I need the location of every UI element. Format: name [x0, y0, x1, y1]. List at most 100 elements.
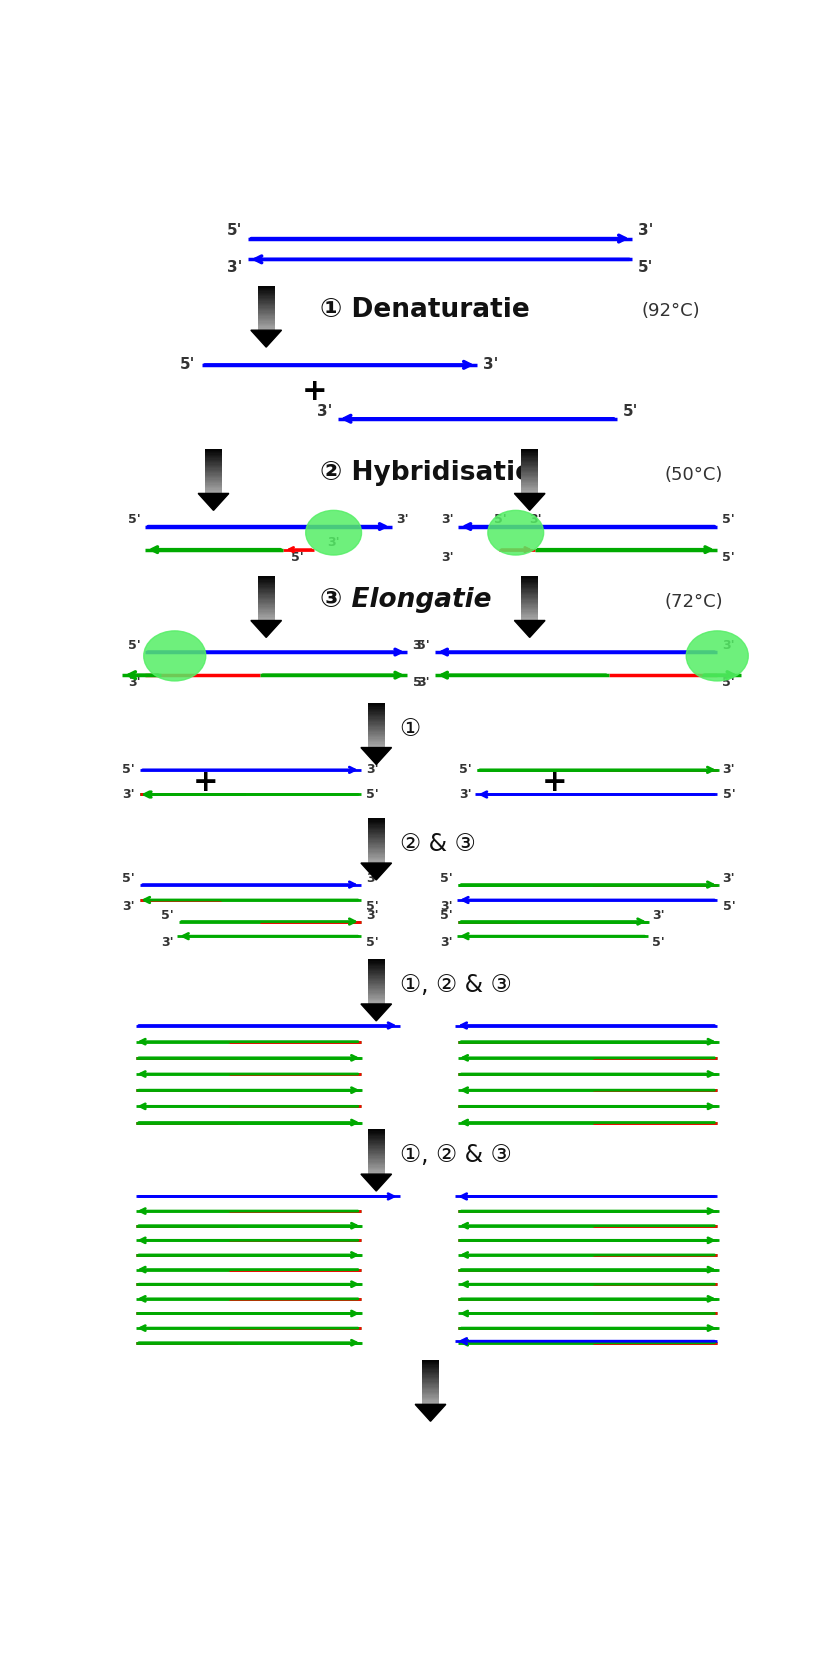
- Bar: [368, 1136, 385, 1137]
- Text: 3': 3': [652, 909, 664, 922]
- Bar: [258, 321, 275, 323]
- Bar: [521, 612, 538, 613]
- Bar: [422, 1399, 439, 1401]
- Text: 3': 3': [529, 512, 542, 526]
- Bar: [258, 586, 275, 588]
- Bar: [368, 702, 385, 706]
- Bar: [368, 1149, 385, 1151]
- Bar: [368, 837, 385, 838]
- Bar: [258, 625, 275, 627]
- Bar: [258, 581, 275, 583]
- Bar: [205, 457, 222, 460]
- Bar: [368, 1166, 385, 1168]
- Bar: [368, 971, 385, 974]
- Bar: [422, 1364, 439, 1366]
- Text: 3': 3': [227, 259, 242, 274]
- Bar: [422, 1383, 439, 1386]
- Ellipse shape: [144, 632, 206, 680]
- Bar: [368, 981, 385, 984]
- Bar: [368, 716, 385, 717]
- Bar: [521, 449, 538, 450]
- Bar: [521, 593, 538, 595]
- Bar: [422, 1391, 439, 1393]
- Bar: [368, 734, 385, 736]
- Bar: [368, 974, 385, 976]
- Bar: [368, 722, 385, 724]
- Bar: [521, 454, 538, 455]
- Bar: [368, 864, 385, 865]
- Bar: [258, 622, 275, 625]
- Bar: [258, 311, 275, 312]
- Bar: [258, 591, 275, 593]
- Bar: [422, 1369, 439, 1371]
- Bar: [368, 845, 385, 847]
- Bar: [258, 328, 275, 329]
- Bar: [521, 484, 538, 486]
- Polygon shape: [251, 331, 281, 348]
- Bar: [368, 984, 385, 986]
- Bar: [368, 1169, 385, 1171]
- Text: 3': 3': [459, 788, 472, 801]
- Bar: [368, 998, 385, 1000]
- Bar: [368, 746, 385, 748]
- Bar: [368, 1176, 385, 1178]
- Text: +: +: [193, 768, 218, 798]
- Bar: [521, 617, 538, 620]
- Bar: [521, 462, 538, 465]
- Bar: [368, 961, 385, 963]
- Bar: [368, 996, 385, 998]
- Bar: [368, 964, 385, 966]
- Bar: [422, 1383, 439, 1384]
- Bar: [368, 711, 385, 712]
- Bar: [258, 581, 275, 585]
- Bar: [368, 976, 385, 978]
- Bar: [368, 1154, 385, 1156]
- Bar: [368, 1152, 385, 1156]
- Bar: [258, 612, 275, 615]
- Bar: [368, 1178, 385, 1179]
- Bar: [258, 603, 275, 605]
- Bar: [205, 467, 222, 469]
- Bar: [205, 457, 222, 459]
- Text: 5': 5': [122, 872, 134, 885]
- Bar: [521, 467, 538, 469]
- Bar: [368, 736, 385, 738]
- Bar: [368, 973, 385, 974]
- Bar: [205, 482, 222, 484]
- Text: (72°C): (72°C): [664, 593, 723, 610]
- Bar: [368, 1134, 385, 1136]
- Bar: [422, 1396, 439, 1398]
- Text: 3': 3': [328, 536, 340, 549]
- Bar: [258, 318, 275, 321]
- Bar: [368, 714, 385, 716]
- Bar: [368, 971, 385, 973]
- Bar: [521, 623, 538, 625]
- Bar: [368, 860, 385, 864]
- Text: 3': 3': [366, 872, 379, 885]
- Bar: [368, 968, 385, 969]
- Bar: [368, 959, 385, 961]
- Bar: [205, 496, 222, 499]
- Bar: [368, 722, 385, 724]
- Bar: [258, 302, 275, 306]
- Text: 5': 5': [366, 900, 379, 912]
- Bar: [521, 482, 538, 484]
- Bar: [368, 832, 385, 833]
- Bar: [368, 1134, 385, 1136]
- Bar: [368, 842, 385, 843]
- Bar: [368, 823, 385, 825]
- Bar: [368, 1163, 385, 1166]
- Bar: [422, 1394, 439, 1396]
- Bar: [205, 487, 222, 489]
- Text: 5': 5': [440, 872, 453, 885]
- Bar: [205, 452, 222, 455]
- Bar: [368, 736, 385, 739]
- Bar: [368, 727, 385, 729]
- Bar: [422, 1389, 439, 1391]
- Bar: [205, 470, 222, 472]
- Bar: [205, 452, 222, 454]
- Polygon shape: [251, 620, 281, 637]
- Text: 3': 3': [396, 512, 409, 526]
- Bar: [368, 739, 385, 741]
- Text: 5': 5': [417, 638, 430, 652]
